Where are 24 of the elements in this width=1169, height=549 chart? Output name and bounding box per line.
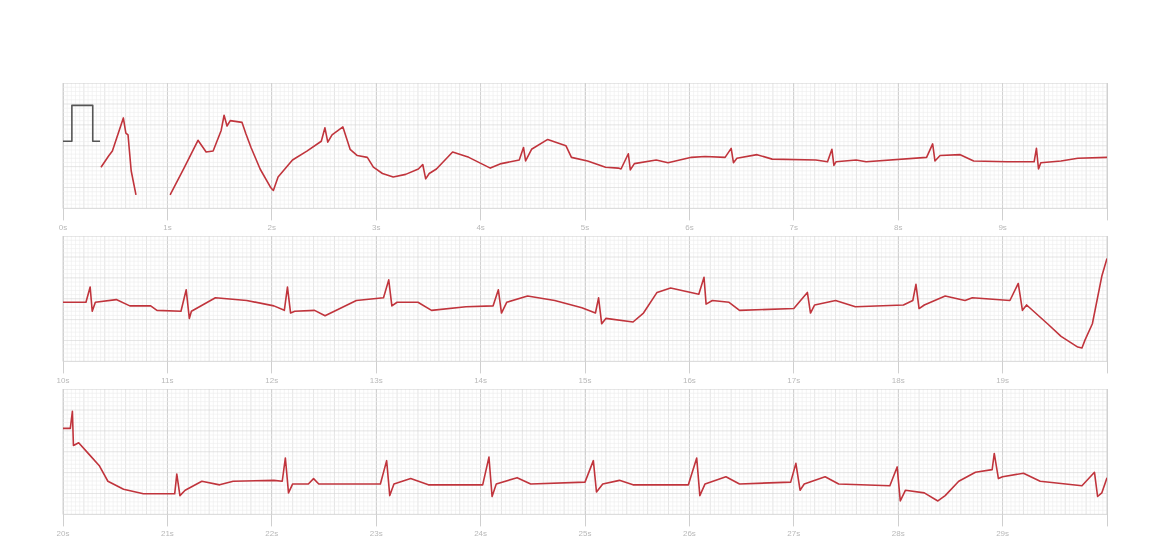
x-tick-label: 25s bbox=[578, 529, 592, 539]
x-tick-label: 28s bbox=[891, 529, 905, 539]
x-tick-label: 19s bbox=[996, 376, 1010, 386]
x-tick-label: 2s bbox=[267, 223, 277, 233]
x-tick-label: 4s bbox=[476, 223, 485, 233]
x-tick-label: 22s bbox=[265, 529, 279, 539]
x-tick-label: 1s bbox=[163, 223, 172, 233]
x-tick-label: 16s bbox=[682, 376, 696, 386]
x-tick-label: 20s bbox=[56, 529, 70, 539]
x-tick-label: 23s bbox=[369, 529, 383, 539]
x-tick-label: 5s bbox=[580, 223, 590, 233]
x-tick-label: 21s bbox=[160, 529, 174, 539]
x-tick-label: 15s bbox=[578, 376, 592, 386]
x-tick-label: 11s bbox=[161, 376, 174, 386]
x-tick-label: 12s bbox=[265, 376, 279, 386]
x-tick-label: 26s bbox=[682, 529, 696, 539]
x-tick-label: 29s bbox=[996, 529, 1010, 539]
x-tick-label: 17s bbox=[787, 376, 801, 386]
x-tick-label: 13s bbox=[369, 376, 383, 386]
x-tick-label: 14s bbox=[474, 376, 488, 386]
x-tick-label: 27s bbox=[787, 529, 801, 539]
x-tick-label: 10s bbox=[56, 376, 70, 386]
x-tick-label: 18s bbox=[891, 376, 905, 386]
x-tick-label: 24s bbox=[474, 529, 488, 539]
